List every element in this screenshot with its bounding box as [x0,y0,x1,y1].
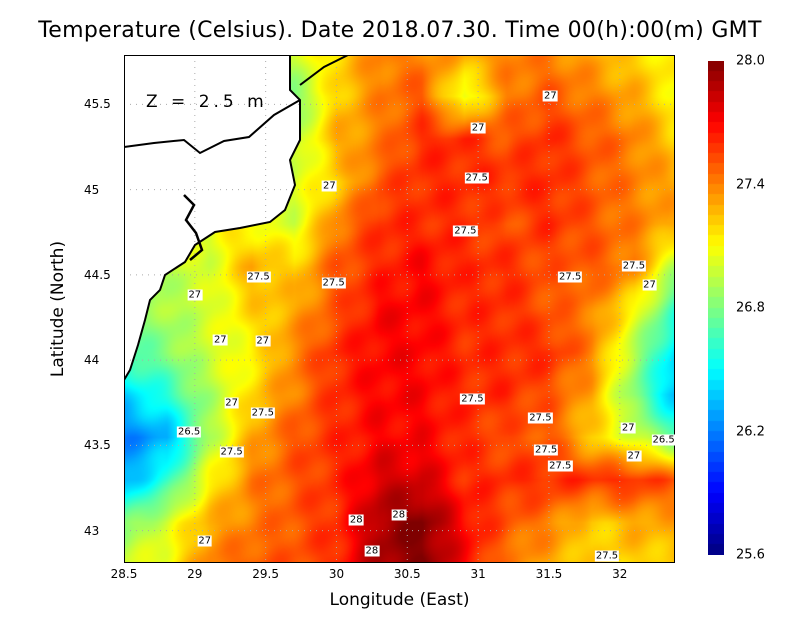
contour-label: 28 [391,509,407,521]
contour-label: 27.5 [250,407,275,419]
contour-label: 27 [224,397,240,409]
colorbar-tick-label: 25.6 [736,547,765,563]
contour-label: 27.5 [321,277,346,289]
colorbar-tick-label: 26.2 [736,424,765,439]
contour-label: 27 [626,450,642,462]
depth-annotation: Z = 2.5 m [146,92,268,112]
contour-label: 27 [212,334,228,346]
contour-label: 27 [187,289,203,301]
coastline [124,55,301,381]
colorbar-tick-label: 27.4 [736,177,765,192]
y-tick-label: 45 [84,182,100,197]
contour-label: 27.5 [464,172,489,184]
x-tick-label: 31.5 [535,567,563,581]
coastline-north [299,55,349,86]
x-tick-label: 31 [470,567,486,581]
coastline-inner [183,194,204,261]
contour-label: 27.5 [594,550,620,562]
contour-label: 27 [620,422,636,434]
contour-label: 27 [470,122,486,134]
x-tick-label: 28.5 [110,567,138,581]
x-tick-label: 29.5 [252,567,279,581]
colorbar [708,61,724,555]
contour-label: 27 [322,180,337,192]
y-axis-label: Latitude (North) [48,240,68,378]
contour-label: 27 [255,335,271,347]
contour-label: 27.5 [219,446,244,458]
y-tick-label: 44 [84,353,100,368]
x-tick-label: 32 [612,567,628,581]
contour-label: 27.5 [528,412,553,424]
map-plot-area: 27 27 27 27.5 27.5 27.5 27.5 27.5 27.5 27 27 27 27 27… [124,55,676,563]
land-mass [124,55,300,380]
contour-label: 27.5 [453,225,478,237]
x-tick-label: 29 [187,567,203,581]
contour-label: 26.5 [651,434,676,446]
contour-label: 27 [197,535,213,547]
contour-label: 27.5 [558,271,583,283]
x-tick-label: 30.5 [393,567,421,581]
chart-title: Temperature (Celsius). Date 2018.07.30. … [38,18,762,43]
contour-label: 28 [348,514,364,526]
contour-label: 27.5 [533,444,559,456]
x-tick-label: 30 [328,567,345,581]
contour-label: 27 [542,90,558,102]
contour-label: 28 [364,545,380,557]
contour-label: 27.5 [548,460,573,472]
contour-label: 27.5 [621,260,647,272]
colorbar-tick-label: 28.0 [736,53,765,69]
y-tick-label: 44.5 [84,267,111,282]
coastline-lagoon [124,99,301,155]
y-tick-label: 43 [84,523,100,538]
colorbar-tick-label: 26.8 [736,300,765,316]
y-tick-label: 45.5 [84,97,111,112]
contour-label: 27 [642,279,657,291]
x-axis-label: Longitude (East) [329,590,470,610]
map-overlay [124,55,675,563]
contour-label: 27.5 [246,271,271,283]
y-tick-label: 43.5 [84,438,111,453]
grid-lines [124,55,675,563]
contour-label: 26.5 [177,426,202,438]
contour-label: 27.5 [460,393,485,405]
